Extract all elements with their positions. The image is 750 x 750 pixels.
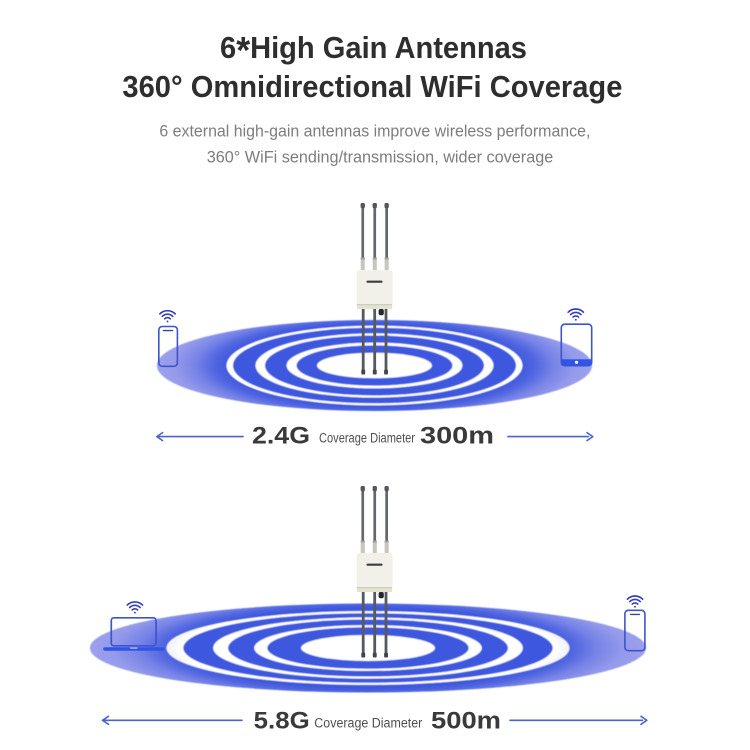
svg-text:Coverage Diameter: Coverage Diameter — [314, 716, 422, 731]
svg-text:6 external high-gain antennas: 6 external high-gain antennas improve wi… — [159, 123, 590, 141]
svg-text:300m: 300m — [420, 423, 494, 450]
svg-text:6*High Gain Antennas: 6*High Gain Antennas — [220, 30, 527, 72]
svg-text:2.4G: 2.4G — [252, 423, 310, 450]
svg-text:500m: 500m — [431, 708, 501, 735]
svg-text:360° Omnidirectional WiFi Cove: 360° Omnidirectional WiFi Coverage — [122, 69, 622, 104]
svg-text:5.8G: 5.8G — [254, 708, 310, 735]
svg-text:360° WiFi sending/transmission: 360° WiFi sending/transmission, wider co… — [207, 148, 554, 166]
svg-text:Coverage Diameter: Coverage Diameter — [319, 431, 415, 446]
